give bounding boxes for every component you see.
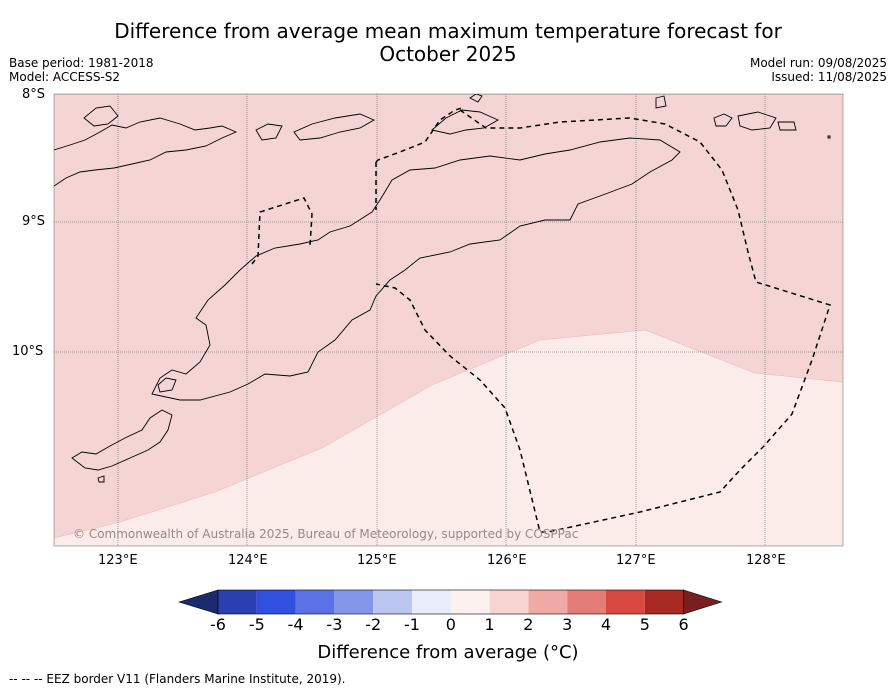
eez-border: [251, 107, 831, 533]
coastlines: [54, 94, 831, 483]
lon-label-124e: 124°E: [228, 553, 268, 568]
wetar-coastline: [431, 109, 499, 135]
model-name: Model: ACCESS-S2: [9, 70, 121, 84]
colorbar-segment: [450, 590, 490, 614]
issued-date: Issued: 11/08/2025: [771, 70, 887, 84]
lat-label-8s: 8°S: [22, 87, 46, 102]
solor-coastline: [83, 105, 119, 127]
semau-coastline: [157, 377, 177, 393]
colorbar-tick-label: 5: [639, 615, 650, 634]
colorbar-segment: [606, 590, 645, 614]
colorbar-segment: [412, 590, 451, 614]
small-island-coastline: [827, 135, 831, 139]
colorbar-tick-label: 4: [600, 615, 612, 634]
colorbar-tick-label: 1: [484, 615, 495, 634]
romang-coastline: [655, 95, 667, 109]
model-run: Model run: 09/08/2025: [749, 56, 887, 70]
colorbar-segment: [334, 590, 374, 614]
title-line-2: October 2025: [379, 42, 517, 66]
colorbar-segment: [567, 590, 606, 614]
moa-coastline: [737, 111, 777, 131]
atauro-coastline: [469, 94, 483, 103]
map-frame: [53, 93, 844, 547]
flores-coastline: [54, 117, 238, 187]
timor-coastline: [151, 137, 681, 401]
gridlines: [54, 94, 843, 546]
lon-label-123e: 123°E: [98, 553, 138, 568]
colorbar-tick-label: -2: [365, 615, 382, 634]
eez-footnote: -- -- -- EEZ border V11 (Flanders Marine…: [9, 672, 346, 686]
colorbar-under-arrow: [177, 589, 219, 615]
colorbar-tick-label: -5: [248, 615, 265, 634]
lon-label-125e: 125°E: [357, 553, 397, 568]
colorbar-tick-label: -6: [210, 615, 226, 634]
alor-coastline: [293, 113, 376, 141]
lat-label-10s: 10°S: [12, 344, 44, 359]
base-period: Base period: 1981-2018: [9, 56, 154, 70]
colorbar-segment: [644, 590, 684, 614]
eez-timor-leste-north: [375, 107, 463, 163]
colorbar-tick-label: -3: [326, 615, 343, 634]
leti-coastline: [713, 113, 733, 127]
lon-label-127e: 127°E: [616, 553, 656, 568]
anomaly-region-0-to-1: [54, 329, 843, 546]
colorbar-tick-label: 2: [523, 615, 534, 634]
meta-right: Model run: 09/08/2025 Issued: 11/08/2025: [750, 56, 887, 84]
title-line-1: Difference from average mean maximum tem…: [114, 19, 782, 43]
colorbar-segment: [256, 590, 296, 614]
colorbar-tick-label: -4: [287, 615, 304, 634]
pantar-coastline: [255, 123, 283, 141]
colorbar-segment: [295, 590, 335, 614]
meta-left: Base period: 1981-2018 Model: ACCESS-S2: [9, 56, 154, 84]
colorbar-segment: [218, 590, 257, 614]
colorbar-segment: [489, 590, 529, 614]
colorbar-segment: [528, 590, 568, 614]
eez-timor-leste: [375, 109, 831, 533]
lakor-coastline: [777, 121, 797, 131]
colorbar-tick-label: 3: [562, 615, 573, 634]
colorbar-over-arrow: [683, 589, 723, 615]
colorbar-tick-label: -1: [404, 615, 420, 634]
lon-label-128e: 128°E: [746, 553, 786, 568]
colorbar: [177, 589, 723, 615]
colorbar-segment: [373, 590, 412, 614]
roti-coastline: [71, 409, 173, 471]
lon-label-126e: 126°E: [487, 553, 527, 568]
ndao-coastline: [97, 475, 105, 483]
chart-title: Difference from average mean maximum tem…: [0, 20, 896, 66]
lat-label-9s: 9°S: [22, 214, 46, 229]
copyright-watermark: © Commonwealth of Australia 2025, Bureau…: [73, 527, 579, 541]
colorbar-tick-label: 6: [678, 615, 689, 634]
colorbar-frame: [217, 589, 684, 615]
colorbar-title: Difference from average (°C): [317, 642, 579, 663]
colorbar-tick-label: 0: [445, 615, 456, 634]
